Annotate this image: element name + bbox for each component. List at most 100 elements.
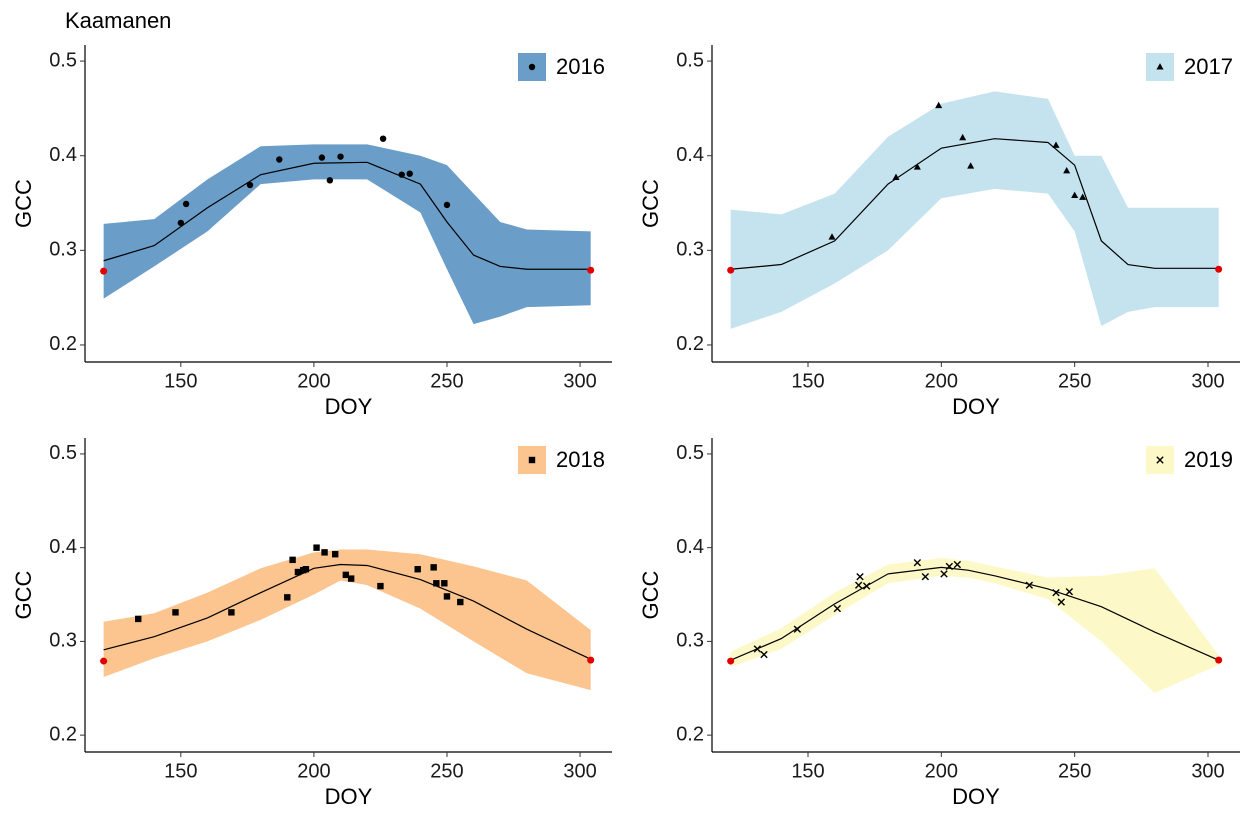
legend-label: 2016 — [556, 54, 605, 79]
y-tick-label: 0.5 — [49, 49, 77, 71]
endpoint — [100, 267, 108, 275]
point — [284, 594, 291, 601]
x-axis-label: DOY — [325, 394, 373, 419]
point — [1052, 588, 1060, 597]
y-tick-label: 0.3 — [49, 239, 77, 261]
x-tick-label: 250 — [1058, 760, 1091, 782]
legend-marker — [528, 63, 536, 71]
legend-marker — [528, 456, 536, 464]
y-tick-label: 0.5 — [49, 442, 77, 464]
endpoint — [1215, 265, 1223, 273]
endpoint — [587, 266, 595, 274]
chart-title: Kaamanen — [65, 8, 171, 33]
point — [342, 571, 350, 579]
point — [276, 156, 283, 163]
x-tick-label: 150 — [791, 760, 824, 782]
point — [945, 562, 954, 571]
point — [921, 573, 930, 581]
x-tick-label: 300 — [563, 370, 596, 392]
point — [377, 582, 384, 590]
confidence-band — [103, 549, 591, 691]
point — [1057, 598, 1066, 606]
point — [793, 625, 802, 633]
confidence-band — [103, 144, 591, 325]
y-tick-label: 0.5 — [676, 442, 704, 464]
y-tick-label: 0.4 — [49, 536, 77, 558]
endpoint — [1215, 656, 1223, 664]
point — [940, 570, 948, 578]
fit-line — [730, 138, 1219, 270]
point — [753, 645, 762, 653]
point — [379, 135, 387, 142]
point — [953, 560, 962, 569]
x-tick-label: 200 — [297, 760, 330, 782]
point — [1025, 581, 1034, 589]
y-tick-label: 0.4 — [676, 144, 704, 166]
endpoint — [587, 656, 595, 664]
point — [294, 568, 302, 576]
x-axis-label: DOY — [325, 784, 373, 809]
point — [182, 200, 190, 208]
x-tick-label: 250 — [430, 760, 463, 782]
y-axis-label: GCC — [11, 570, 36, 619]
point — [172, 609, 179, 616]
x-axis-label: DOY — [952, 784, 1000, 809]
fit-line — [103, 563, 591, 660]
point — [967, 162, 975, 169]
point — [326, 177, 334, 184]
endpoint — [100, 657, 108, 665]
legend-marker — [1156, 456, 1164, 464]
point — [430, 564, 437, 571]
endpoint — [727, 266, 735, 274]
x-tick-label: 150 — [791, 370, 824, 392]
point — [246, 181, 254, 189]
point — [398, 171, 405, 178]
x-tick-label: 150 — [164, 760, 197, 782]
y-axis-label: GCC — [638, 179, 663, 228]
x-tick-label: 200 — [925, 370, 958, 392]
point — [892, 173, 900, 181]
x-tick-label: 200 — [925, 760, 958, 782]
point — [313, 544, 320, 551]
point — [854, 581, 863, 589]
confidence-band — [730, 557, 1219, 693]
y-tick-label: 0.2 — [49, 723, 77, 745]
confidence-band — [730, 91, 1219, 329]
x-tick-label: 300 — [563, 760, 596, 782]
y-tick-label: 0.3 — [49, 630, 77, 652]
fit-line — [730, 566, 1219, 661]
x-axis-label: DOY — [952, 394, 1000, 419]
x-tick-label: 200 — [297, 370, 330, 392]
point — [135, 615, 142, 623]
point — [441, 580, 448, 587]
point — [337, 153, 344, 160]
point — [1071, 191, 1079, 199]
y-tick-label: 0.3 — [676, 630, 704, 652]
point — [228, 609, 235, 616]
point — [828, 233, 836, 240]
point — [443, 201, 451, 209]
y-tick-label: 0.2 — [676, 723, 704, 745]
point — [457, 598, 464, 606]
point — [1052, 141, 1060, 148]
point — [935, 101, 943, 109]
legend-marker — [1156, 63, 1164, 70]
point — [331, 551, 339, 558]
legend-label: 2019 — [1184, 447, 1233, 472]
y-tick-label: 0.4 — [49, 144, 77, 166]
point — [321, 549, 328, 556]
point — [289, 556, 296, 564]
x-tick-label: 300 — [1191, 760, 1224, 782]
x-tick-label: 250 — [1058, 370, 1091, 392]
y-tick-label: 0.5 — [676, 49, 704, 71]
point — [1063, 167, 1071, 174]
point — [913, 558, 922, 567]
y-tick-label: 0.3 — [676, 239, 704, 261]
point — [414, 566, 421, 573]
point — [1065, 588, 1074, 596]
point — [347, 575, 355, 582]
x-tick-label: 250 — [430, 370, 463, 392]
fit-line — [103, 161, 591, 270]
point — [443, 593, 451, 600]
